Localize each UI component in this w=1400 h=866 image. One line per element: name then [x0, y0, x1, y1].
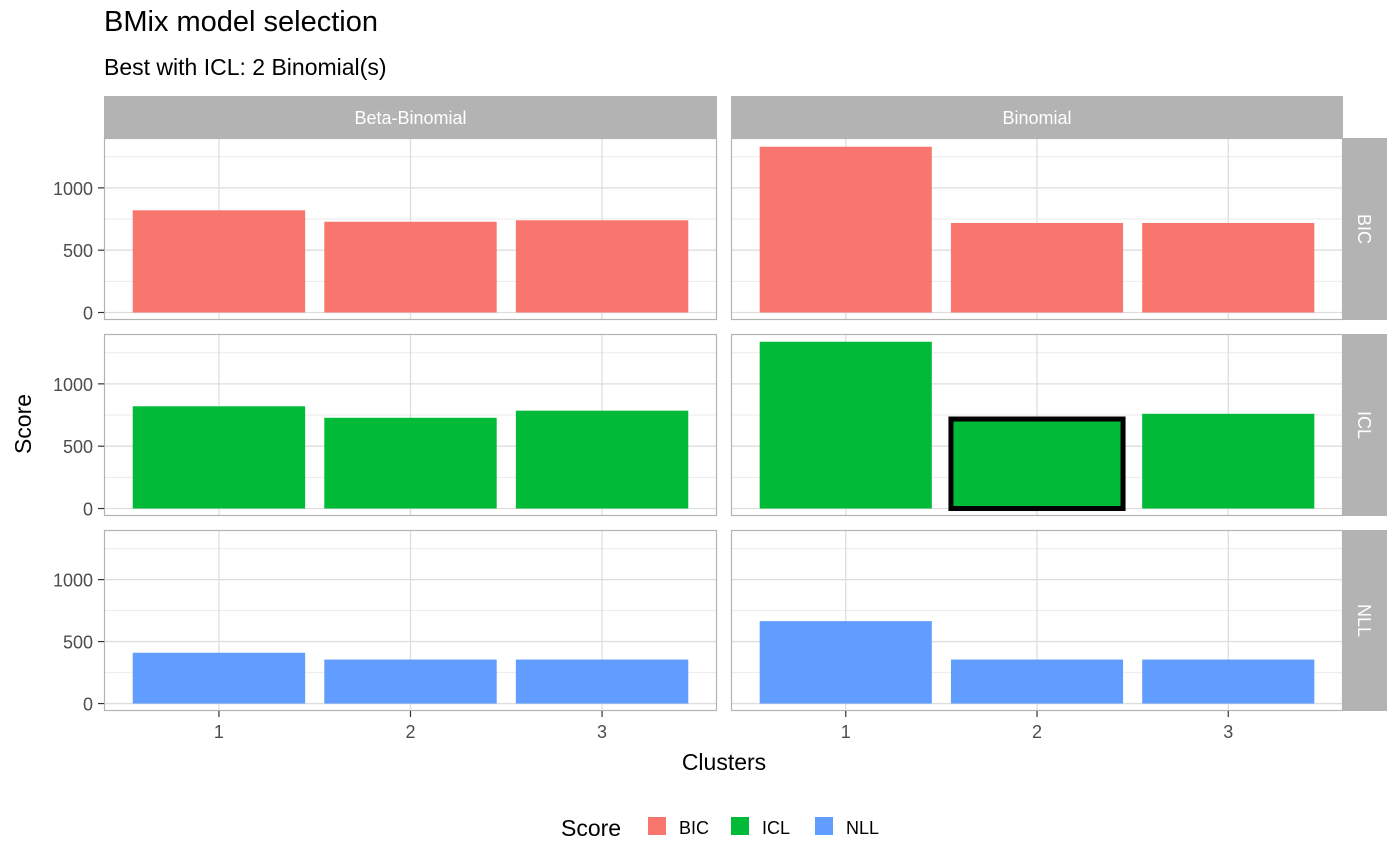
bar-binomial-nll-2 — [950, 659, 1124, 704]
y-tick-label: 500 — [63, 241, 93, 261]
y-tick-label: 1000 — [53, 571, 93, 591]
y-tick-label: 0 — [83, 695, 93, 715]
x-tick-label: 3 — [597, 722, 607, 742]
bar-binomial-bic-1 — [759, 146, 932, 313]
bar-beta-binomial-bic-3 — [515, 220, 689, 313]
strip-row-icl: ICL — [1343, 334, 1387, 516]
y-tick-label: 1000 — [53, 179, 93, 199]
legend-key — [648, 817, 666, 835]
y-tick-label: 0 — [83, 500, 93, 520]
strip-row-bic: BIC — [1343, 138, 1387, 320]
bar-binomial-bic-3 — [1142, 223, 1315, 313]
bar-binomial-icl-3 — [1142, 413, 1315, 509]
strip-label: BIC — [1354, 214, 1374, 244]
legend-key — [815, 817, 833, 835]
bar-beta-binomial-bic-1 — [132, 210, 306, 313]
x-tick-label: 2 — [405, 722, 415, 742]
y-tick-label: 500 — [63, 633, 93, 653]
strip-row-nll: NLL — [1343, 530, 1387, 711]
panels-layer — [103, 137, 1344, 712]
x-tick-label: 3 — [1223, 722, 1233, 742]
strip-background — [1343, 530, 1387, 711]
y-axis-title: Score — [10, 394, 36, 454]
strip-background — [1343, 334, 1387, 516]
strip-column-beta-binomial: Beta-Binomial — [104, 96, 717, 138]
bar-beta-binomial-icl-3 — [515, 410, 689, 509]
bar-highlighted-best — [948, 416, 1126, 512]
legend-label: BIC — [679, 818, 709, 838]
legend-label: NLL — [846, 818, 879, 838]
bar-beta-binomial-bic-2 — [324, 221, 497, 313]
strip-label: Binomial — [1002, 108, 1071, 128]
strip-label: Beta-Binomial — [354, 108, 466, 128]
bar-binomial-nll-1 — [759, 621, 932, 704]
strip-background — [731, 96, 1343, 138]
x-tick-label: 1 — [214, 722, 224, 742]
axes-layer: 0 500 1000 0 500 1000 0 500 1000 1 2 3 1 2 3 Clusters Sc… — [10, 179, 1233, 775]
y-tick-label: 500 — [63, 437, 93, 457]
legend-layer: Score BIC ICL NLL — [561, 815, 879, 841]
strip-label: ICL — [1354, 411, 1374, 439]
legend-title: Score — [561, 815, 621, 841]
bar-binomial-bic-2 — [950, 223, 1124, 313]
bar-beta-binomial-nll-1 — [132, 652, 306, 704]
y-tick-label: 0 — [83, 304, 93, 324]
strip-label: NLL — [1354, 604, 1374, 637]
x-tick-label: 1 — [841, 722, 851, 742]
panel-border — [103, 333, 718, 517]
panel-border — [103, 137, 718, 321]
chart-subtitle: Best with ICL: 2 Binomial(s) — [104, 54, 387, 80]
strip-column-binomial: Binomial — [731, 96, 1343, 138]
panel-border — [730, 529, 1344, 712]
chart-title: BMix model selection — [104, 6, 378, 38]
legend-item-bic: BIC — [648, 817, 709, 838]
strip-background — [1343, 138, 1387, 320]
bar-binomial-nll-3 — [1142, 659, 1315, 704]
strips-layer: Beta-Binomial Binomial BIC ICL NLL — [104, 96, 1387, 711]
legend-key — [731, 817, 749, 835]
x-tick-label: 2 — [1032, 722, 1042, 742]
legend-item-nll: NLL — [815, 817, 879, 838]
legend-label: ICL — [762, 818, 790, 838]
panel-border — [103, 529, 718, 712]
panel-border — [730, 137, 1344, 321]
bar-beta-binomial-icl-2 — [324, 417, 497, 509]
bar-beta-binomial-nll-3 — [515, 659, 689, 704]
bar-beta-binomial-nll-2 — [324, 659, 497, 704]
strip-background — [104, 96, 717, 138]
panel-border — [730, 333, 1344, 517]
bar-binomial-icl-1 — [759, 341, 932, 509]
x-axis-title: Clusters — [682, 749, 766, 775]
bar-beta-binomial-icl-1 — [132, 406, 306, 509]
legend-item-icl: ICL — [731, 817, 790, 838]
y-tick-label: 1000 — [53, 375, 93, 395]
